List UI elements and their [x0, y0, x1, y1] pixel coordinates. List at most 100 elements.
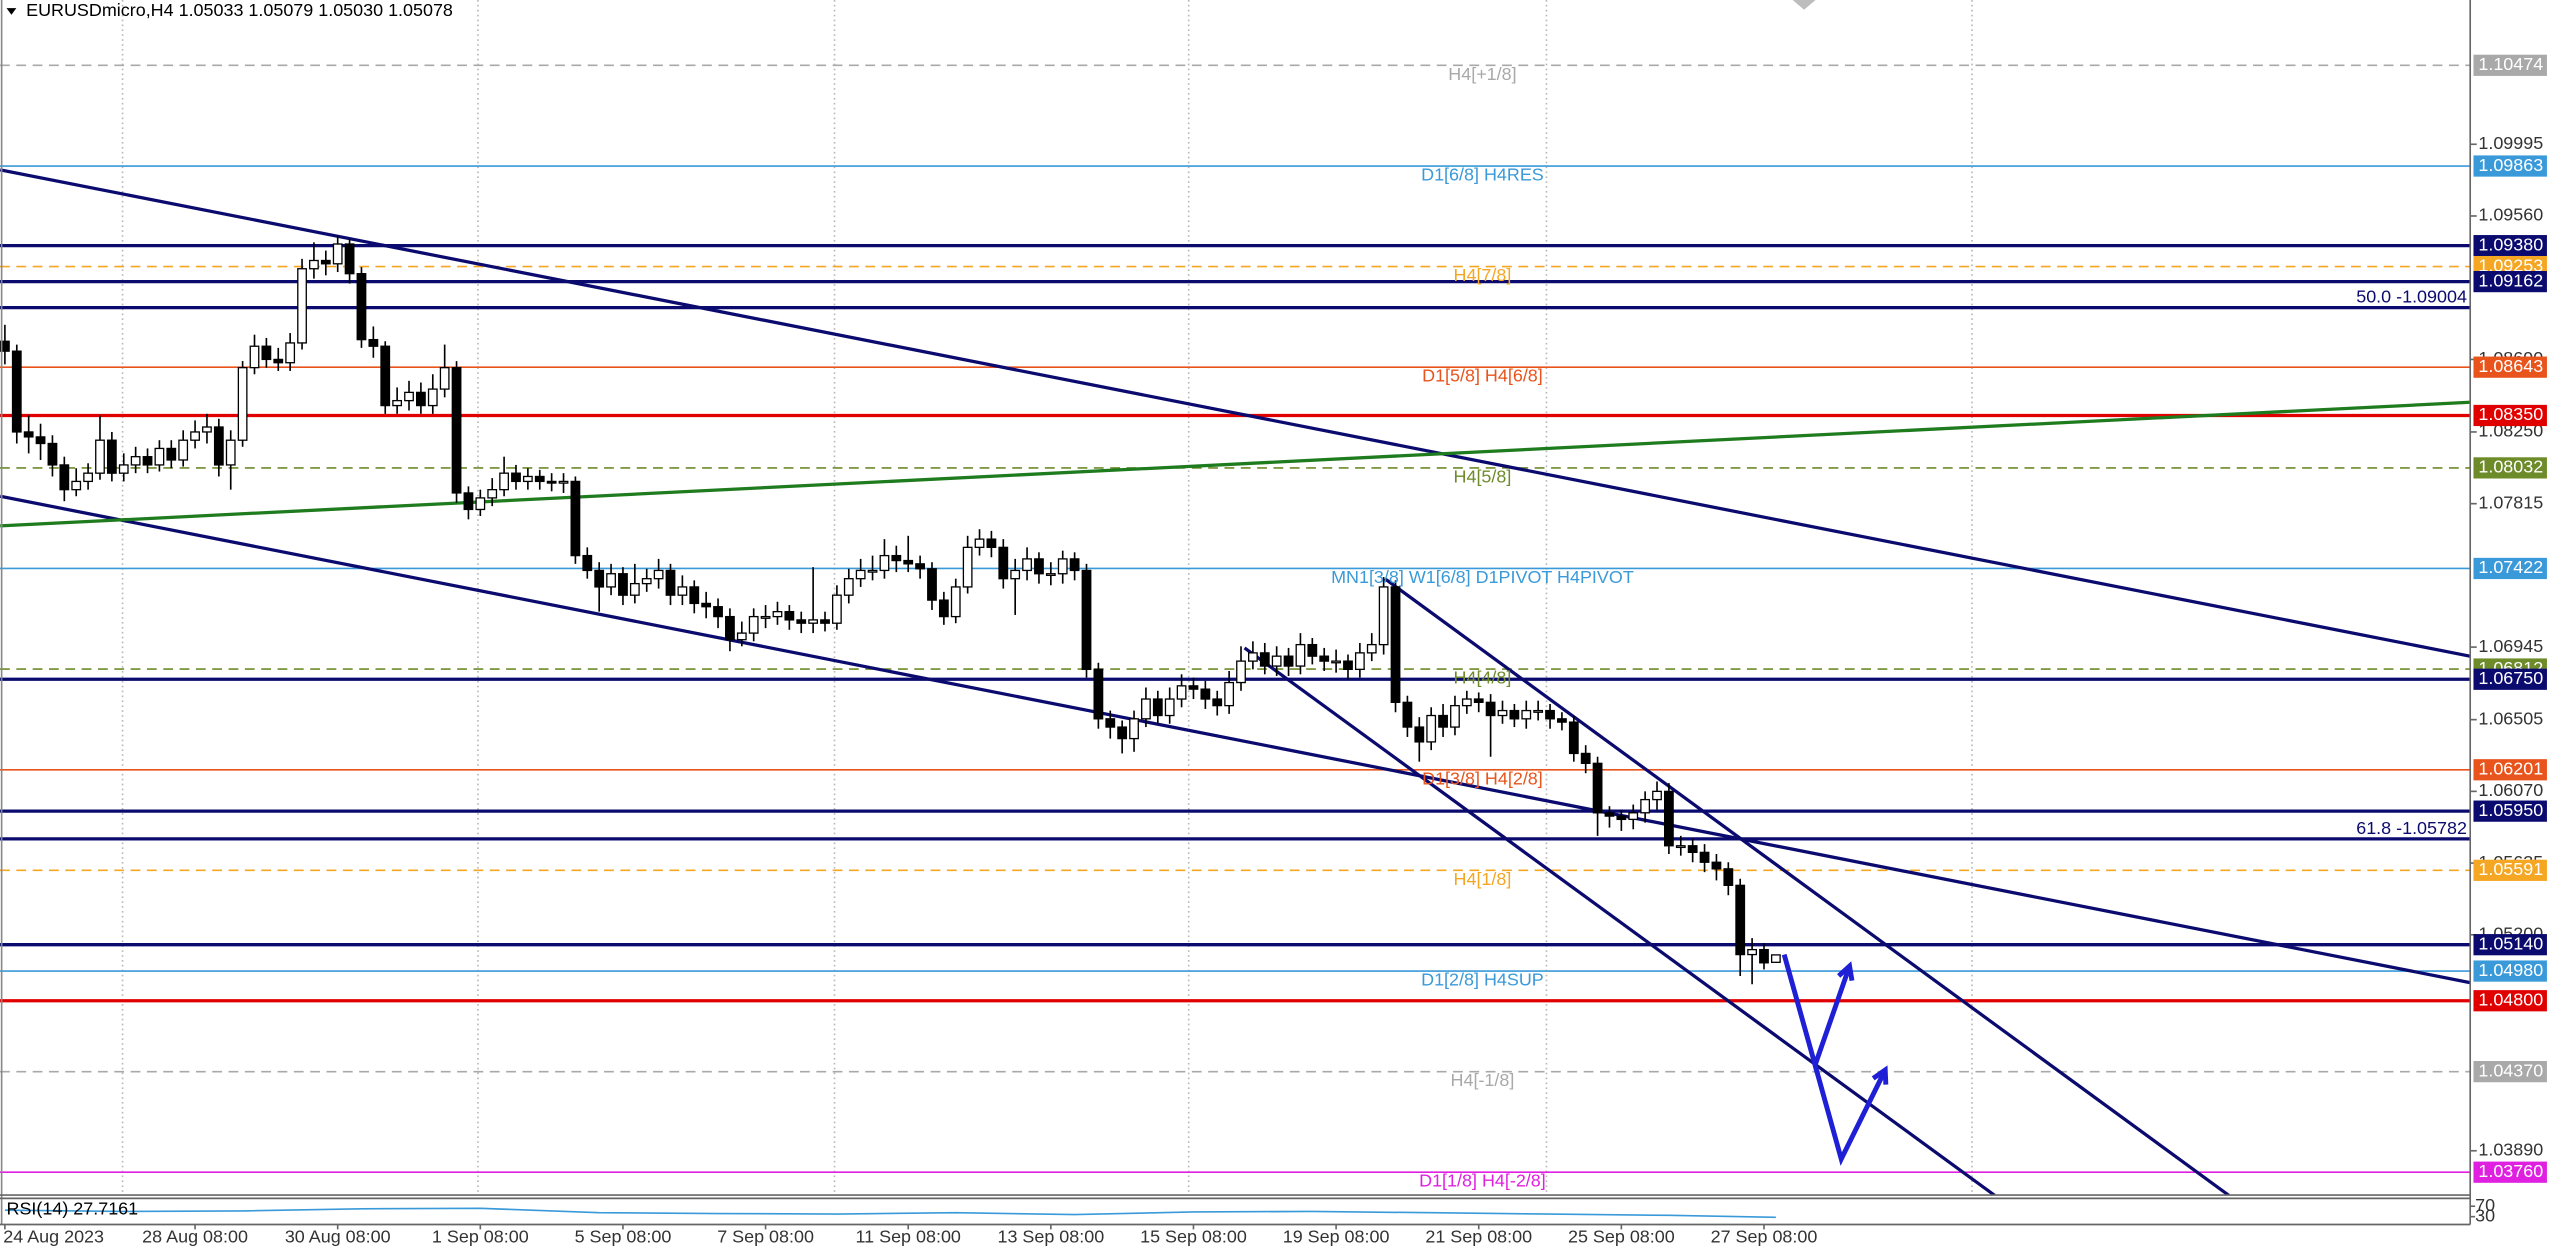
- candle-body: [427, 388, 438, 407]
- plot-area: H4[+1/8] D1[6/8] H4RES H4[7/8] D1[5/8] H4[6…: [0, 0, 2471, 1196]
- level-text: H4[5/8]: [1454, 466, 1512, 486]
- candle-body: [1509, 709, 1520, 720]
- candle-body: [927, 568, 937, 601]
- level-price-label: 1.05950: [2478, 800, 2543, 820]
- candle-body: [1129, 718, 1139, 740]
- candle-body: [499, 472, 509, 491]
- level-price-label: 1.09863: [2478, 155, 2543, 175]
- candle-body: [1152, 698, 1163, 717]
- level-price-label: 1.09162: [2478, 270, 2543, 290]
- level-price-label: 1.10474: [2478, 54, 2543, 74]
- candle-body: [1378, 586, 1389, 646]
- candle-body: [1081, 569, 1092, 671]
- candle-body: [915, 563, 925, 570]
- candle-body: [285, 342, 296, 364]
- level-price-box: [2473, 668, 2547, 690]
- candle-body: [261, 345, 272, 361]
- candle-body: [154, 447, 165, 466]
- projection-path: [1781, 953, 1852, 1074]
- level-price-label: 1.06201: [2478, 758, 2543, 778]
- candle-body: [618, 573, 628, 596]
- candle-body: [142, 456, 153, 466]
- level-price-box: [2473, 235, 2547, 257]
- rsi-label: RSI(14) 27.7161: [7, 1199, 139, 1219]
- x-tick-label: 19 Sep 08:00: [1283, 1226, 1390, 1246]
- candle-body: [1568, 721, 1579, 755]
- candle-body: [1604, 812, 1615, 817]
- candle-body: [1034, 558, 1044, 575]
- candle-body: [356, 273, 367, 341]
- candle-body: [273, 358, 284, 364]
- candle-body: [1212, 698, 1223, 707]
- trendline: [1383, 577, 2230, 1196]
- candle-body: [748, 615, 759, 634]
- candle-body: [796, 619, 807, 624]
- candle-body: [35, 436, 46, 445]
- candle-body: [820, 619, 830, 624]
- level-text: H4[-1/8]: [1451, 1070, 1515, 1090]
- candle-body: [190, 431, 200, 441]
- candle-body: [1295, 643, 1306, 667]
- candle-body: [843, 578, 854, 596]
- y-tick-label: 1.06945: [2478, 636, 2543, 656]
- candle-body: [1533, 709, 1544, 713]
- rsi-tick-label: 70: [2475, 1195, 2495, 1215]
- candle-body: [1652, 790, 1662, 801]
- x-tick-label: 30 Aug 08:00: [285, 1226, 391, 1246]
- level-price-box: [2473, 800, 2547, 822]
- x-tick-label: 5 Sep 08:00: [575, 1226, 672, 1246]
- candle-body: [701, 602, 712, 608]
- candle-body: [1141, 698, 1151, 720]
- candle-body: [1450, 704, 1460, 728]
- candle-body: [1343, 660, 1353, 671]
- rsi-line: [4, 1207, 1776, 1219]
- candle-body: [891, 554, 902, 562]
- candle-body: [1188, 685, 1199, 690]
- candle-body: [451, 367, 462, 494]
- candle-body: [677, 586, 688, 596]
- candle-body: [118, 464, 129, 474]
- x-tick-label: 15 Sep 08:00: [1140, 1226, 1247, 1246]
- level-price-label: 1.07422: [2478, 557, 2543, 577]
- candle-body: [962, 546, 973, 588]
- candle-body: [1616, 815, 1627, 821]
- candle-body: [1045, 573, 1056, 577]
- symbol-menu-icon[interactable]: [6, 8, 17, 15]
- candle-body: [879, 554, 890, 572]
- level-price-box: [2473, 759, 2547, 781]
- candle-body: [23, 431, 34, 438]
- candle-body: [1271, 655, 1282, 667]
- candle-body: [772, 611, 783, 618]
- x-tick-label: 28 Aug 08:00: [142, 1226, 248, 1246]
- candle-body: [1283, 655, 1294, 667]
- candle-body: [1331, 660, 1341, 664]
- trendline: [0, 400, 2471, 528]
- candle-body: [1438, 714, 1448, 728]
- y-tick-label: 1.03890: [2478, 1139, 2543, 1159]
- candle-body: [653, 569, 664, 580]
- projection-path: [1812, 1064, 1888, 1166]
- candle-body: [998, 546, 1009, 580]
- candle-body: [1663, 790, 1674, 847]
- candle-body: [1402, 701, 1413, 728]
- candle-body: [166, 447, 177, 461]
- level-price-box: [2473, 859, 2547, 881]
- trendline: [0, 168, 2471, 658]
- rsi-tick-label: 30: [2475, 1205, 2495, 1225]
- candle-body: [1699, 851, 1710, 863]
- candle-body: [1236, 660, 1246, 684]
- y-tick-label: 1.09995: [2478, 133, 2543, 153]
- level-text: H4[4/8]: [1454, 668, 1512, 688]
- candle-body: [534, 475, 545, 483]
- candle-body: [950, 586, 961, 618]
- level-price-label: 1.03760: [2478, 1161, 2543, 1181]
- candle-body: [1307, 643, 1318, 657]
- chart-title: EURUSDmicro,H4 1.05033 1.05079 1.05030 1…: [26, 0, 453, 20]
- candle-body: [713, 606, 723, 618]
- candle-body: [1093, 668, 1104, 720]
- candle-body: [439, 367, 450, 390]
- fib-text: 61.8 -1.05782: [2356, 818, 2467, 838]
- candle-body: [986, 538, 997, 549]
- candle-body: [784, 611, 795, 621]
